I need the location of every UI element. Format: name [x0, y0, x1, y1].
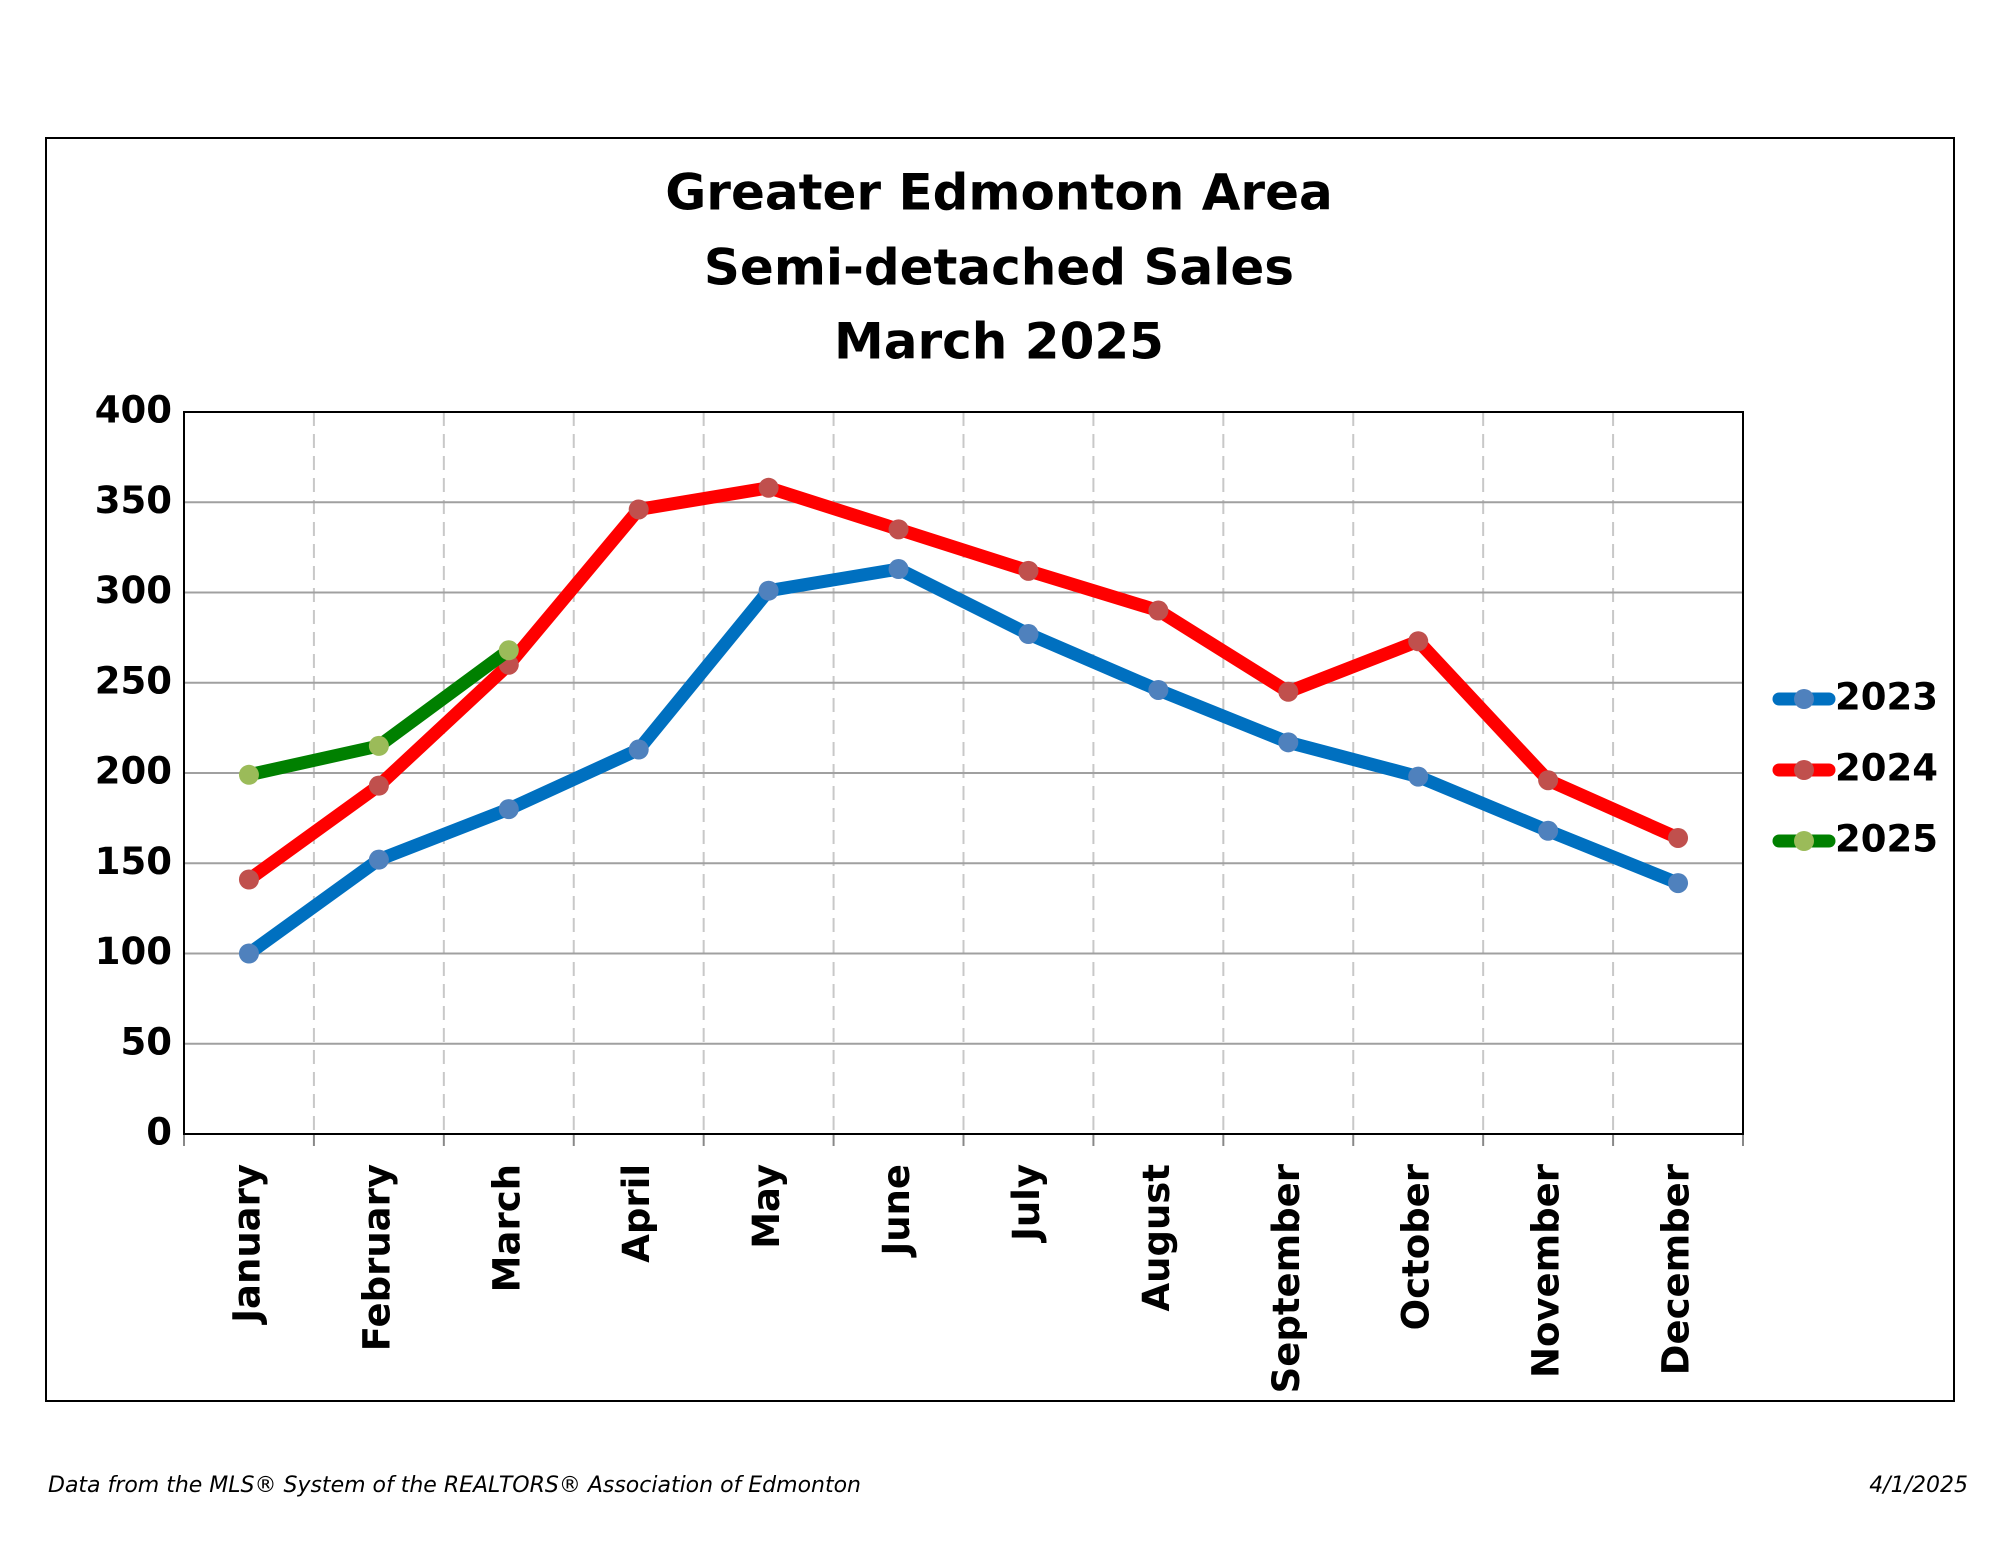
data-point [498, 640, 519, 661]
legend-marker [1794, 831, 1814, 851]
series-line [245, 481, 1681, 885]
data-point [1668, 827, 1689, 848]
data-point [1408, 631, 1429, 652]
legend-marker [1794, 760, 1814, 780]
x-tick-label: October [1395, 1163, 1438, 1330]
y-tick-label: 300 [95, 569, 172, 612]
y-tick-label: 50 [121, 1020, 173, 1063]
data-point [498, 799, 519, 820]
x-tick-label: March [485, 1164, 528, 1292]
data-point [628, 739, 649, 760]
footer-source: Data from the MLS® System of the REALTOR… [48, 1473, 861, 1498]
x-tick-label: July [1005, 1164, 1048, 1244]
legend-marker [1794, 689, 1814, 709]
x-tick-label: April [615, 1164, 658, 1263]
data-point [238, 943, 259, 964]
y-tick-label: 0 [146, 1111, 172, 1154]
data-point [368, 775, 389, 796]
data-point [1018, 560, 1039, 581]
x-tick-label: November [1525, 1163, 1568, 1378]
data-point [1148, 679, 1169, 700]
legend-label: 2024 [1835, 747, 1938, 790]
data-point [1278, 732, 1299, 753]
x-tick-label: December [1655, 1163, 1698, 1375]
data-point [368, 735, 389, 756]
footer-date: 4/1/2025 [1869, 1473, 1968, 1498]
data-point [1408, 766, 1429, 787]
series-line [245, 562, 1681, 959]
data-point [368, 849, 389, 870]
data-point [238, 764, 259, 785]
chart-title: March 2025 [834, 313, 1164, 371]
y-tick-label: 150 [95, 840, 172, 883]
chart-title: Semi-detached Sales [704, 239, 1294, 297]
data-point [1668, 873, 1689, 894]
x-tick-label: January [225, 1164, 268, 1326]
data-point [1538, 770, 1559, 791]
y-tick-label: 200 [95, 750, 172, 793]
data-point [758, 477, 779, 498]
y-tick-label: 250 [95, 659, 172, 702]
y-tick-label: 400 [95, 389, 172, 432]
plot-border [183, 411, 1744, 1135]
data-point [888, 559, 909, 580]
data-point [1278, 681, 1299, 702]
data-point [758, 580, 779, 601]
chart-title: Greater Edmonton Area [665, 164, 1332, 222]
x-tick-label: February [355, 1164, 398, 1351]
data-point [628, 499, 649, 520]
x-tick-label: September [1265, 1163, 1308, 1393]
data-point [1538, 820, 1559, 841]
y-tick-label: 350 [95, 479, 172, 522]
data-point [238, 869, 259, 890]
x-tick-label: June [875, 1164, 918, 1259]
x-tick-label: May [745, 1164, 788, 1249]
legend-label: 2023 [1835, 676, 1938, 719]
x-tick-label: August [1135, 1164, 1178, 1312]
legend-label: 2025 [1835, 818, 1938, 861]
chart-border [45, 137, 1955, 1402]
data-point [888, 519, 909, 540]
data-point [1148, 600, 1169, 621]
data-point [1018, 624, 1039, 645]
y-tick-label: 100 [95, 930, 172, 973]
